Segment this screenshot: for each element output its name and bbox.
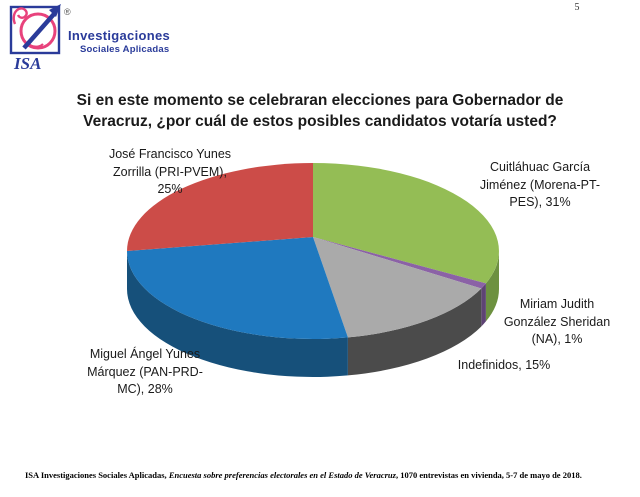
callout-miriam: Miriam Judith González Sheridan (NA), 1%: [503, 297, 611, 346]
isa-logo-circle-icon: [19, 12, 57, 50]
isa-logo-swirl-icon: [12, 7, 28, 25]
pie-slice-2: [313, 237, 482, 338]
brand-name-line1: Investigaciones: [68, 28, 171, 43]
isa-logo: ® ISA: [8, 3, 74, 73]
pie-slice-3: [127, 237, 348, 339]
source-note-prefix: ISA Investigaciones Sociales Aplicadas,: [25, 470, 169, 480]
callout-jose: José Francisco Yunes Zorrilla (PRI-PVEM)…: [108, 147, 232, 196]
isa-logo-mark-icon: ® ISA: [9, 4, 71, 73]
pie-slice-side-1: [481, 283, 486, 327]
pie-slice-side-3: [127, 251, 348, 377]
callout-cuitlahuac: Cuitláhuac García Jiménez (Morena-PT- PE…: [479, 160, 601, 209]
title-line-2: Veracruz, ¿por cuál de estos posibles ca…: [83, 113, 557, 130]
callout-indefinidos: Indefinidos, 15%: [457, 358, 551, 372]
title-line-1: Si en este momento se celebraran eleccio…: [76, 92, 564, 109]
slide-title: Si en este momento se celebraran eleccio…: [40, 90, 600, 132]
isa-wordmark: ISA: [13, 54, 41, 73]
page-number: 5: [574, 2, 580, 13]
pie-slice-4: [127, 163, 313, 251]
isa-logo-arrow-shaft: [22, 12, 56, 50]
source-note-suffix: , 1070 entrevistas en vivienda, 5-7 de m…: [395, 470, 582, 480]
pie-slice-0: [313, 163, 499, 284]
pie-slice-side-0: [485, 251, 499, 322]
source-note-italic: Encuesta sobre preferencias electorales …: [168, 470, 396, 480]
isa-logo-square: [9, 5, 61, 55]
brand-name-line2: Sociales Aplicadas: [80, 44, 170, 55]
source-note: ISA Investigaciones Sociales Aplicadas, …: [25, 470, 625, 480]
isa-logo-arrowhead-icon: [49, 4, 61, 17]
pie-slice-side-2: [347, 288, 482, 376]
pie-slice-1: [313, 237, 486, 289]
registered-mark: ®: [64, 7, 71, 17]
callout-miguel: Miguel Ángel Yunes Márquez (PAN-PRD- MC)…: [87, 347, 203, 396]
